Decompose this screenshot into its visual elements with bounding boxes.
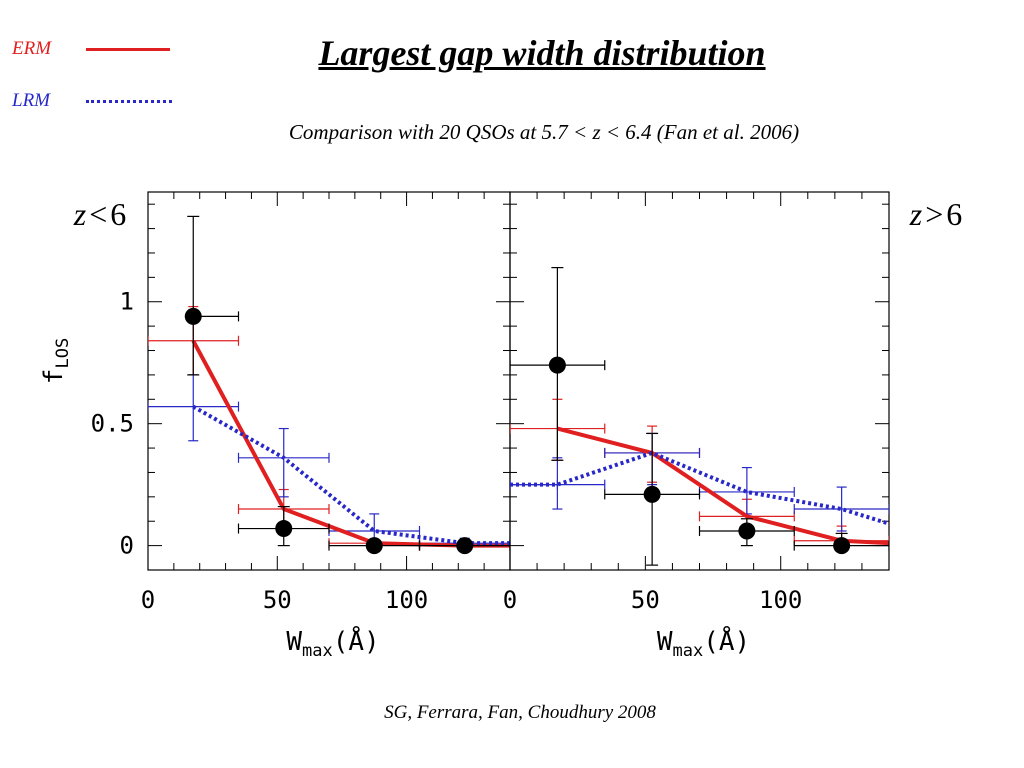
y-tick-label: 0 xyxy=(120,532,134,560)
x-tick-label: 0 xyxy=(141,586,155,614)
legend-lrm-label: LRM xyxy=(12,90,50,111)
x-tick-label: 50 xyxy=(263,586,292,614)
x-axis-label: Wmax(Å) xyxy=(657,625,750,661)
observed-data-point xyxy=(738,522,756,540)
observed-data-point xyxy=(275,520,293,538)
observed-data-point xyxy=(643,485,661,503)
y-axis-label: fLOS xyxy=(39,338,73,384)
x-tick-label: 0 xyxy=(503,586,517,614)
legend-erm-line xyxy=(86,48,170,51)
citation: SG, Ferrara, Fan, Choudhury 2008 xyxy=(384,702,656,723)
series-line-lrm xyxy=(192,404,510,546)
redshift-label: z<6 xyxy=(73,196,127,232)
redshift-label: z>6 xyxy=(909,196,963,232)
observed-data-point xyxy=(833,537,851,555)
legend-lrm-line xyxy=(86,100,172,103)
plot-area xyxy=(148,215,510,551)
plot-area xyxy=(510,267,889,566)
observed-data-point xyxy=(548,356,566,374)
y-tick-label: 1 xyxy=(120,288,134,316)
panel-right: 0 50 100 Wmax(Å) z>6 xyxy=(503,191,963,661)
x-tick-label: 50 xyxy=(631,586,660,614)
series-line-lrm xyxy=(510,450,889,526)
series-line-erm xyxy=(556,426,889,546)
panel-left: 0 50 100 0 0.5 1 Wmax(Å) fLOS z<6 xyxy=(39,191,511,661)
x-tick-label: 100 xyxy=(759,586,802,614)
observed-data-point xyxy=(184,307,202,325)
observed-data-point xyxy=(456,537,474,555)
y-tick-label: 0.5 xyxy=(91,410,134,438)
slide-subtitle: Comparison with 20 QSOs at 5.7 < z < 6.4… xyxy=(288,120,800,144)
legend-erm-label: ERM xyxy=(12,38,52,59)
x-axis-label: Wmax(Å) xyxy=(286,625,379,661)
observed-data-point xyxy=(365,537,383,555)
x-tick-label: 100 xyxy=(385,586,428,614)
slide-title: Largest gap width distribution xyxy=(318,33,766,73)
